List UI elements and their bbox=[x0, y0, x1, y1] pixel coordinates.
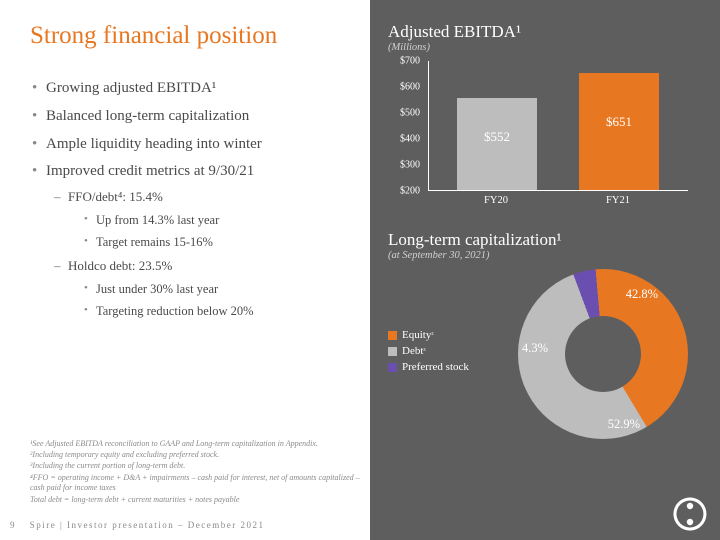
ytick: $200 bbox=[388, 186, 424, 197]
footnote: ¹See Adjusted EBITDA reconciliation to G… bbox=[30, 439, 360, 449]
legend-item: Debt³ bbox=[388, 345, 469, 357]
donut-chart-subtitle: (at September 30, 2021) bbox=[388, 250, 702, 261]
sub-text: Holdco debt: 23.5% bbox=[68, 258, 172, 273]
donut-slice-label: 52.9% bbox=[608, 417, 640, 432]
sub2-list: Up from 14.3% last year Target remains 1… bbox=[68, 211, 352, 253]
legend-super: ² bbox=[431, 331, 433, 339]
bar-value-label: $552 bbox=[457, 129, 537, 145]
bullet-item: Improved credit metrics at 9/30/21 FFO/d… bbox=[30, 161, 352, 321]
footnote: Total debt = long-term debt + current ma… bbox=[30, 495, 360, 505]
left-panel: Strong financial position Growing adjust… bbox=[0, 0, 370, 540]
sub-list: FFO/debt⁴: 15.4% Up from 14.3% last year… bbox=[46, 187, 352, 322]
bullet-item: Growing adjusted EBITDA¹ bbox=[30, 78, 352, 100]
legend-swatch bbox=[388, 347, 397, 356]
xlabel: FY21 bbox=[578, 195, 658, 206]
sub2-item: Target remains 15-16% bbox=[68, 233, 352, 252]
legend-label: Preferred stock bbox=[402, 361, 469, 373]
bullet-item: Balanced long-term capitalization bbox=[30, 106, 352, 128]
sub2-item: Up from 14.3% last year bbox=[68, 211, 352, 230]
page-title: Strong financial position bbox=[30, 22, 352, 50]
xlabel: FY20 bbox=[456, 195, 536, 206]
bar-plot-area: $552 $651 bbox=[428, 61, 688, 191]
bar-fy21: $651 bbox=[579, 73, 659, 190]
bar-chart: $700 $600 $500 $400 $300 $200 $552 $651 … bbox=[388, 61, 688, 216]
ytick: $500 bbox=[388, 108, 424, 119]
legend-item: Equity² bbox=[388, 329, 469, 341]
donut-hole bbox=[565, 316, 641, 392]
right-panel: Adjusted EBITDA¹ (Millions) $700 $600 $5… bbox=[370, 0, 720, 540]
footnote: ²Including temporary equity and excludin… bbox=[30, 450, 360, 460]
bullet-item: Ample liquidity heading into winter bbox=[30, 134, 352, 156]
ytick: $600 bbox=[388, 82, 424, 93]
legend-swatch bbox=[388, 331, 397, 340]
donut-slice-label: 4.3% bbox=[522, 341, 548, 356]
donut-slice-label: 42.8% bbox=[626, 287, 658, 302]
footnote: ³Including the current portion of long-t… bbox=[30, 461, 360, 471]
legend-item: Preferred stock bbox=[388, 361, 469, 373]
page-number: 9 bbox=[10, 520, 16, 530]
donut-chart-title: Long-term capitalization¹ bbox=[388, 230, 702, 250]
bar-fy20: $552 bbox=[457, 98, 537, 190]
footnotes: ¹See Adjusted EBITDA reconciliation to G… bbox=[30, 439, 360, 506]
bar-chart-title: Adjusted EBITDA¹ bbox=[388, 22, 702, 42]
footnote: ⁴FFO = operating income + D&A + impairme… bbox=[30, 473, 360, 494]
sub-text: FFO/debt⁴: 15.4% bbox=[68, 189, 163, 204]
legend-super: ³ bbox=[423, 347, 425, 355]
legend-label: Equity bbox=[402, 329, 431, 341]
bar-value-label: $651 bbox=[579, 114, 659, 130]
sub2-item: Just under 30% last year bbox=[68, 280, 352, 299]
bar-chart-subtitle: (Millions) bbox=[388, 42, 702, 53]
sub2-list: Just under 30% last year Targeting reduc… bbox=[68, 280, 352, 322]
ytick: $400 bbox=[388, 134, 424, 145]
sub2-item: Targeting reduction below 20% bbox=[68, 302, 352, 321]
donut-chart: 42.8% 52.9% 4.3% Equity² Debt³ Preferred… bbox=[388, 269, 698, 459]
legend-swatch bbox=[388, 363, 397, 372]
bullet-text: Improved credit metrics at 9/30/21 bbox=[46, 163, 254, 179]
legend-label: Debt bbox=[402, 345, 423, 357]
sub-item: Holdco debt: 23.5% Just under 30% last y… bbox=[46, 256, 352, 321]
sub-item: FFO/debt⁴: 15.4% Up from 14.3% last year… bbox=[46, 187, 352, 252]
page-footer: 9 Spire | Investor presentation – Decemb… bbox=[10, 520, 265, 530]
ytick: $700 bbox=[388, 56, 424, 67]
footer-text: Spire | Investor presentation – December… bbox=[30, 520, 265, 530]
donut-legend: Equity² Debt³ Preferred stock bbox=[388, 329, 469, 377]
spire-logo-icon bbox=[672, 496, 708, 532]
bullet-list: Growing adjusted EBITDA¹ Balanced long-t… bbox=[30, 78, 352, 322]
ytick: $300 bbox=[388, 160, 424, 171]
